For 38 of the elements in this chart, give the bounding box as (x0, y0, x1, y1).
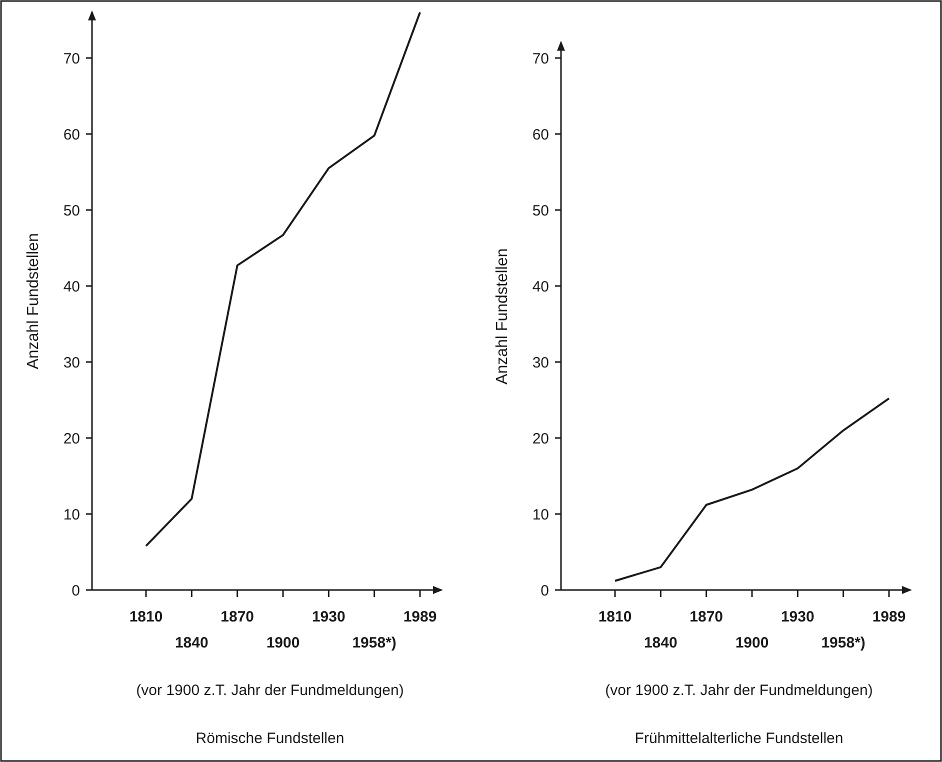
x-tick-label: 1870 (690, 608, 724, 626)
x-tick-label: 1989 (872, 608, 906, 626)
x-tick-label: 1840 (644, 634, 678, 652)
text: (vor 1900 z.T. Jahr der Fundmeldungen) (605, 682, 873, 699)
y-tick-label: 10 (532, 506, 549, 524)
x-tick-label: 1810 (129, 608, 163, 626)
x-tick-label: 1870 (220, 608, 254, 626)
x-tick-label: 1900 (266, 634, 300, 652)
y-tick-label: 50 (532, 202, 549, 220)
y-axis-title: Anzahl Fundstellen (494, 248, 511, 384)
y-tick-label: 70 (532, 50, 549, 68)
y-axis-title: Anzahl Fundstellen (25, 233, 42, 370)
y-tick-label: 40 (63, 278, 80, 296)
y-tick-label: 30 (532, 354, 549, 372)
y-tick-label: 70 (63, 50, 80, 68)
y-tick-label: 60 (532, 126, 549, 144)
x-tick-label: 1958*) (352, 634, 396, 652)
text: Römische Fundstellen (196, 730, 344, 747)
x-tick-label: 1900 (735, 634, 769, 652)
x-tick-label: 1930 (780, 608, 814, 626)
y-tick-label: 0 (540, 582, 549, 600)
text: (vor 1900 z.T. Jahr der Fundmeldungen) (136, 682, 404, 699)
y-tick-label: 20 (63, 430, 80, 448)
y-tick-label: 0 (72, 582, 80, 600)
line-series (614, 397, 890, 582)
y-tick-label: 10 (63, 506, 80, 524)
x-tick-label: 1810 (598, 608, 632, 626)
x-tick-label: 1958*) (821, 634, 866, 652)
x-tick-label: 1840 (174, 634, 208, 652)
y-tick-label: 40 (532, 278, 549, 296)
x-tick-label: 1930 (312, 608, 346, 626)
line-series (145, 11, 421, 547)
text: Frühmittelalterliche Fundstellen (634, 730, 844, 747)
y-tick-label: 20 (532, 430, 549, 448)
y-tick-label: 60 (63, 126, 80, 144)
y-tick-label: 50 (63, 202, 80, 220)
y-tick-label: 30 (63, 354, 80, 372)
x-tick-label: 1989 (403, 608, 437, 626)
